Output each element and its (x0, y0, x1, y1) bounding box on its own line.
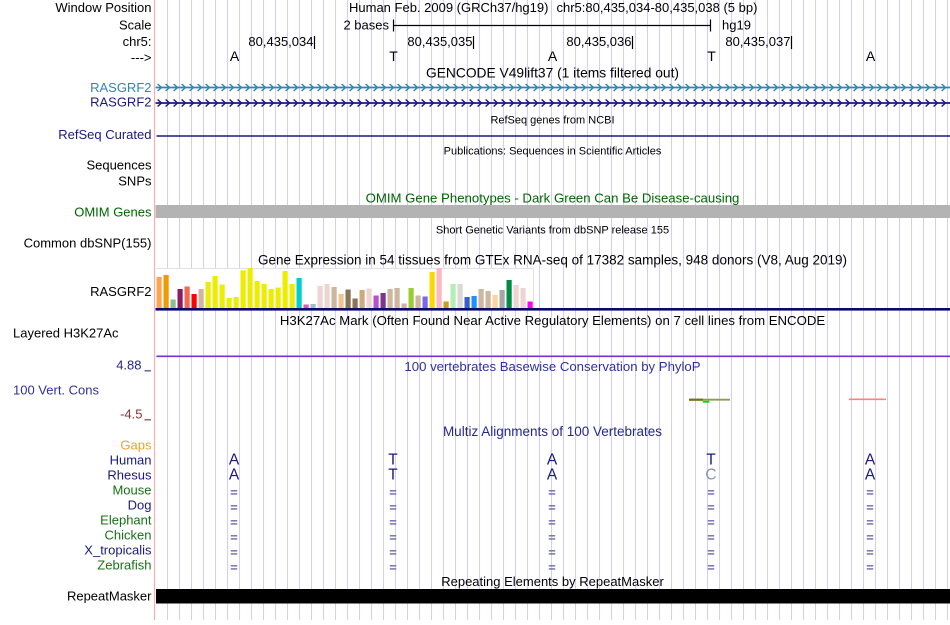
svg-text:T: T (388, 467, 398, 484)
svg-text:OMIM Gene Phenotypes - Dark Gr: OMIM Gene Phenotypes - Dark Green Can Be… (366, 191, 740, 206)
svg-text:A: A (548, 48, 558, 64)
svg-text:RASGRF2: RASGRF2 (90, 284, 151, 299)
svg-text:Mouse: Mouse (112, 483, 151, 498)
svg-text:A: A (229, 467, 240, 484)
svg-text:RefSeq genes from NCBI: RefSeq genes from NCBI (490, 115, 614, 127)
svg-text:chr5:: chr5: (123, 34, 152, 49)
svg-text:Repeating Elements by RepeatMa: Repeating Elements by RepeatMasker (441, 574, 664, 589)
svg-text:Scale: Scale (119, 18, 152, 33)
svg-text:Human Feb. 2009 (GRCh37/hg19): Human Feb. 2009 (GRCh37/hg19) (349, 0, 548, 15)
svg-text:Common dbSNP(155): Common dbSNP(155) (24, 236, 152, 251)
svg-text:Zebrafish: Zebrafish (97, 558, 151, 573)
svg-text:C: C (705, 467, 716, 484)
svg-text:T: T (389, 48, 398, 64)
svg-text:SNPs: SNPs (118, 174, 152, 189)
svg-text:Dog: Dog (128, 498, 152, 513)
svg-text:RepeatMasker: RepeatMasker (67, 589, 152, 604)
svg-text:Multiz Alignments of 100 Verte: Multiz Alignments of 100 Vertebrates (443, 424, 662, 439)
svg-text:80,435,037: 80,435,037 (725, 34, 790, 49)
svg-text:100 vertebrates Basewise Conse: 100 vertebrates Basewise Conservation by… (404, 359, 700, 374)
svg-text:Gene Expression in 54 tissues: Gene Expression in 54 tissues from GTEx … (258, 253, 847, 268)
svg-text:Rhesus: Rhesus (107, 468, 152, 483)
svg-text:2 bases: 2 bases (343, 18, 389, 33)
svg-text:Gaps: Gaps (120, 438, 152, 453)
svg-text:H3K27Ac Mark (Often Found Near: H3K27Ac Mark (Often Found Near Active Re… (280, 313, 826, 328)
svg-text:-4.5: -4.5 (120, 407, 142, 422)
svg-text:T: T (707, 48, 716, 64)
svg-text:4.88: 4.88 (116, 358, 141, 373)
svg-text:Window Position: Window Position (55, 0, 151, 15)
svg-text:RASGRF2: RASGRF2 (90, 95, 151, 110)
svg-text:80,435,036: 80,435,036 (566, 34, 631, 49)
svg-text:Short Genetic Variants from db: Short Genetic Variants from dbSNP releas… (436, 224, 669, 236)
svg-text:RefSeq Curated: RefSeq Curated (58, 127, 151, 142)
svg-text:--->: ---> (131, 50, 152, 65)
svg-text:Elephant: Elephant (100, 513, 152, 528)
svg-text:Sequences: Sequences (86, 158, 152, 173)
svg-text:80,435,035: 80,435,035 (407, 34, 472, 49)
svg-text:OMIM Genes: OMIM Genes (74, 205, 152, 220)
svg-text:A: A (230, 48, 240, 64)
svg-text:A: A (547, 467, 558, 484)
svg-text:Publications: Sequences in Sci: Publications: Sequences in Scientific Ar… (444, 146, 662, 158)
svg-text:chr5:80,435,034-80,435,038 (5: chr5:80,435,034-80,435,038 (5 bp) (557, 0, 758, 15)
svg-text:hg19: hg19 (722, 18, 751, 33)
svg-text:GENCODE V49lift37 (1 items fil: GENCODE V49lift37 (1 items filtered out) (426, 66, 679, 81)
svg-text:Layered H3K27Ac: Layered H3K27Ac (13, 326, 119, 341)
svg-text:A: A (866, 48, 876, 64)
svg-text:A: A (865, 467, 876, 484)
svg-text:X_tropicalis: X_tropicalis (84, 543, 152, 558)
svg-text:RASGRF2: RASGRF2 (90, 80, 151, 95)
svg-text:Chicken: Chicken (105, 528, 152, 543)
svg-text:100 Vert. Cons: 100 Vert. Cons (13, 383, 99, 398)
svg-text:80,435,034: 80,435,034 (248, 34, 313, 49)
svg-text:Human: Human (110, 453, 152, 468)
